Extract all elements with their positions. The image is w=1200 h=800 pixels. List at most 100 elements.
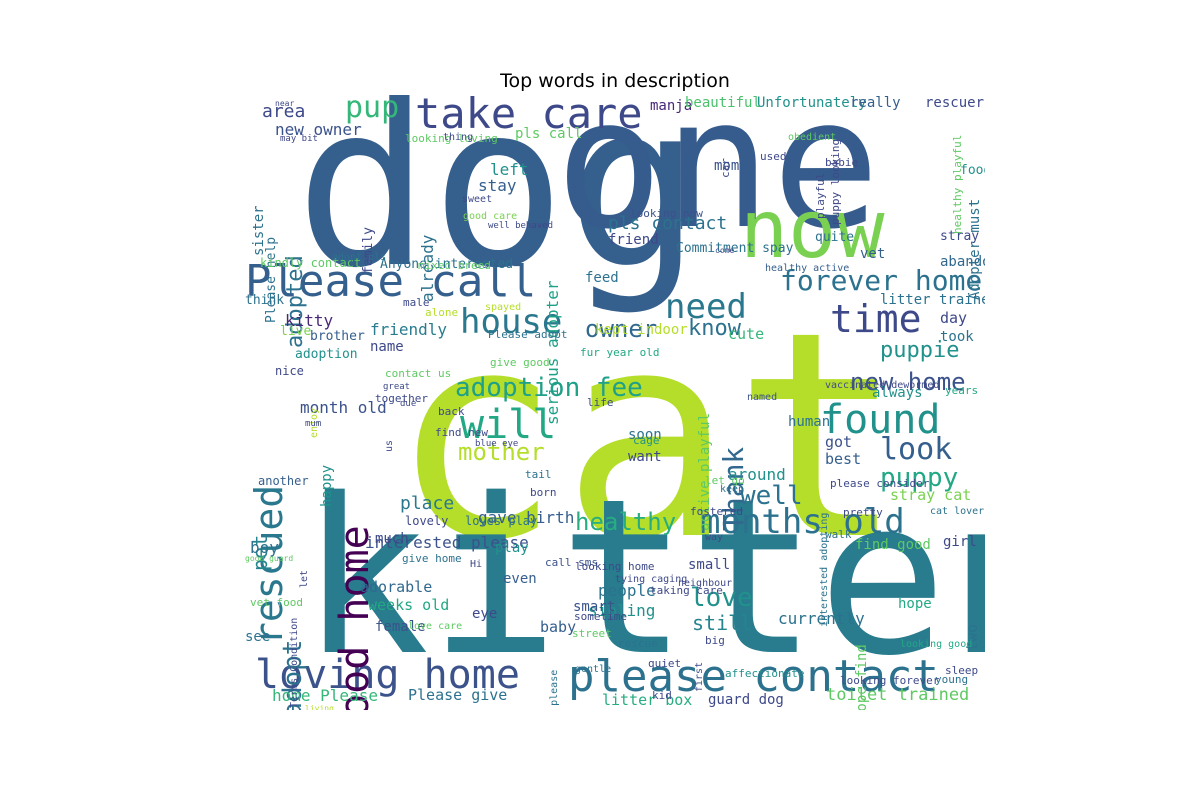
word-please-adopt: Please adopt: [488, 328, 568, 341]
word-new-home: new home: [850, 368, 966, 396]
word-know: know: [688, 316, 741, 341]
word-puppy-looking: puppy looking: [829, 138, 842, 225]
word-stay: stay: [478, 176, 517, 195]
word-food: food: [960, 163, 985, 178]
word-loving-home: loving home: [255, 652, 520, 698]
word-us: us: [384, 439, 395, 452]
word-give-good: give good: [490, 356, 550, 369]
word-play: play: [495, 540, 529, 556]
word-kitty: kitty: [285, 311, 334, 330]
word-people: people: [598, 581, 656, 600]
word-babie: babie: [825, 156, 859, 169]
word-near: near: [275, 99, 295, 108]
word-cute: cute: [728, 325, 765, 343]
word-stray-cat: stray cat: [890, 486, 972, 504]
word-baby: baby: [540, 618, 577, 636]
word-home-please: home Please: [272, 686, 378, 705]
word-serious-adopter: serious adopter: [543, 280, 562, 426]
word-pretty: pretty: [843, 506, 883, 519]
word-quiet: quiet: [648, 657, 682, 670]
word-loves-play: loves play: [465, 514, 538, 528]
word-cat-lover: cat lover: [930, 506, 985, 517]
word-playful: playful: [814, 172, 827, 219]
word-used: used: [760, 150, 787, 163]
word-big: big: [705, 634, 725, 647]
word-brother: brother: [310, 329, 365, 344]
word-toilet-trained: toilet trained: [826, 685, 970, 705]
word-around: around: [728, 465, 786, 484]
word-cage: cage: [633, 434, 660, 447]
word-good-home: good home: [332, 525, 378, 710]
word-forever-home: forever home: [780, 264, 983, 297]
word-need: need: [665, 287, 747, 327]
word-come: come: [715, 246, 735, 255]
word-great: great: [383, 382, 411, 392]
word-anyone-interested: Anyone interested: [380, 257, 514, 272]
word-fostered: fostered: [690, 505, 743, 518]
word-adoption-fee: adoption fee: [455, 373, 643, 403]
word-litter-trained: litter trained: [880, 292, 985, 308]
word-think: think: [245, 293, 285, 308]
word-boy: boy: [250, 538, 279, 557]
word-even: even: [503, 571, 537, 587]
word-way: way: [705, 532, 724, 543]
word-due: due: [400, 399, 417, 409]
word-see: see: [245, 629, 271, 645]
word-vet: vet: [860, 246, 886, 262]
word-still: still: [692, 611, 753, 635]
word-dog: dog: [295, 95, 702, 318]
word-thing: thing: [443, 132, 474, 143]
word-soon: soon: [628, 427, 662, 443]
word-name: name: [370, 339, 404, 355]
word-love-care: love care: [408, 621, 463, 632]
word-healthy-active: healthy active: [765, 263, 850, 274]
word-owner: owner: [585, 315, 658, 343]
word-healthy: healthy: [575, 508, 677, 536]
word-happy: happy: [319, 464, 335, 507]
word-gave-birth: gave birth: [478, 508, 575, 527]
word-manja: manja: [650, 98, 693, 114]
word-call-sms: call sms: [545, 556, 598, 569]
word-please-contact: please contact: [568, 651, 939, 702]
word-nice: nice: [275, 364, 304, 378]
word-living: living: [305, 704, 334, 711]
word-tail: tail: [525, 468, 552, 481]
word-mum: mum: [305, 419, 322, 429]
word-puppy: puppy: [880, 463, 959, 493]
word-friendly: friendly: [370, 320, 448, 339]
word-cat: cat: [390, 271, 905, 603]
word-currently: currently: [778, 609, 865, 628]
word-always: always: [872, 385, 923, 401]
word-took: took: [940, 329, 974, 345]
word-another: another: [258, 474, 309, 488]
word-stray: stray: [940, 229, 980, 244]
word-vaccinated-dewormed: vaccinated dewormed: [825, 380, 940, 391]
word-unfortunately: Unfortunately: [757, 95, 867, 111]
word-let-go: let go: [705, 474, 745, 487]
word-let: let: [299, 569, 310, 588]
word-car: car: [719, 158, 732, 178]
word-house: house: [460, 302, 563, 342]
word-live: live: [280, 324, 312, 339]
word-found: found: [820, 397, 941, 443]
word-please-consider: please consider: [830, 477, 930, 490]
word-area: area: [262, 101, 306, 122]
word-good-care: good care: [463, 211, 518, 222]
word-adopt-please: adopt please: [549, 669, 560, 710]
word-friend: friend: [608, 232, 659, 248]
word-looking-home: looking home: [575, 560, 655, 573]
word-please-call: Please call: [245, 256, 537, 307]
word-human: human: [788, 414, 831, 430]
word-contact-us: contact us: [385, 367, 452, 380]
word-street: street: [572, 627, 612, 640]
word-please-give: Please give: [408, 686, 508, 704]
word-alone: alone: [425, 306, 459, 319]
word-guard-dog: guard dog: [708, 692, 784, 708]
word-family: family: [361, 227, 376, 274]
word-adopter-must: Adopter must: [967, 198, 983, 300]
word-smart: smart: [573, 599, 616, 615]
word-blue-eye: blue eye: [475, 439, 519, 449]
word-month-old: month old: [300, 398, 387, 417]
word-born: born: [530, 486, 557, 499]
